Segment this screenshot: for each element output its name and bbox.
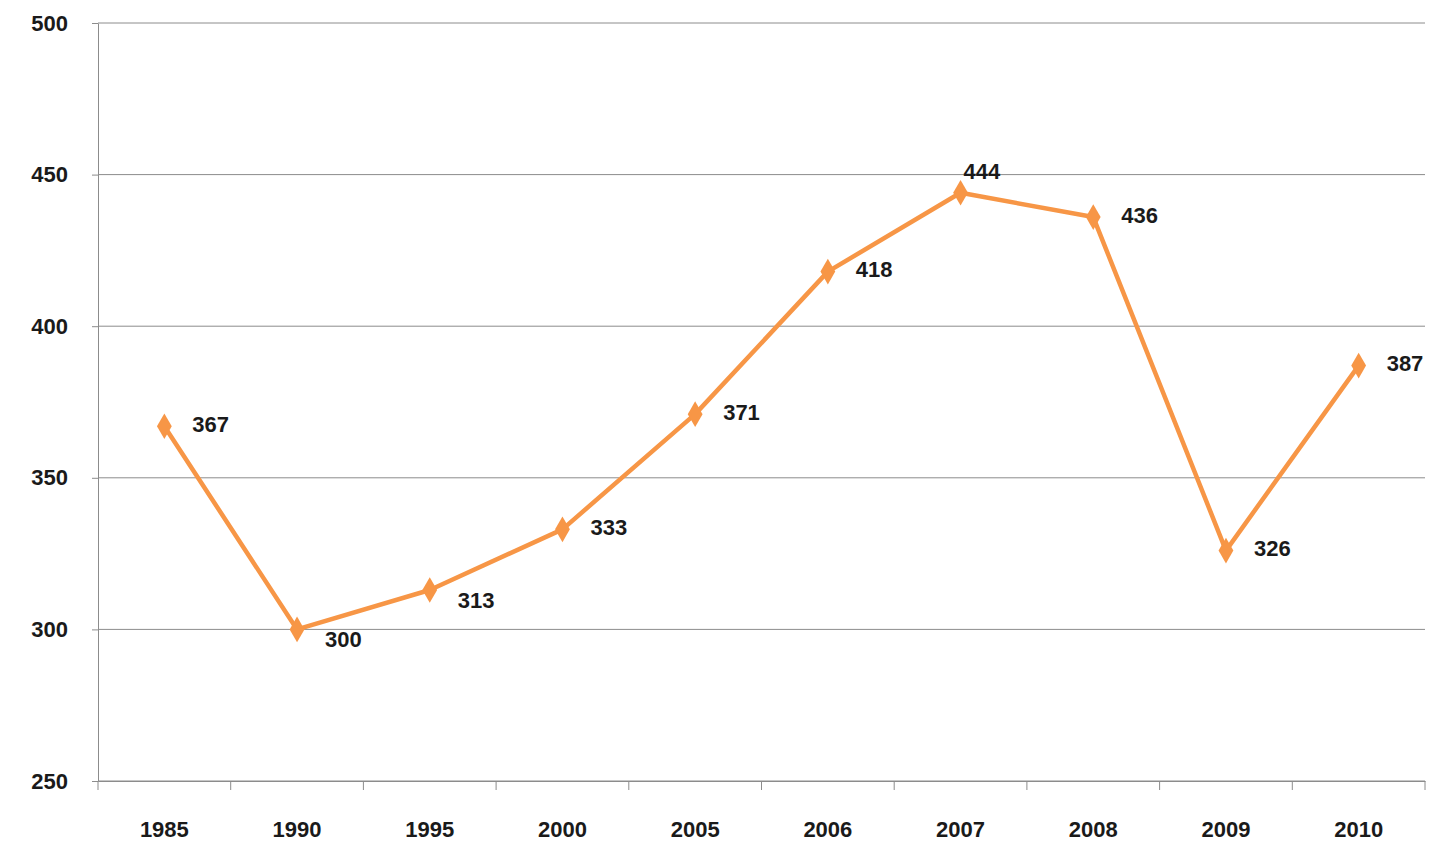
x-tick-label: 1985 [140,817,189,842]
data-label: 371 [723,400,760,425]
x-tick-label: 1995 [405,817,454,842]
category-separator [1425,781,1426,790]
y-tick: 400 [31,314,98,339]
y-tick-mark [92,175,98,176]
y-tick-mark [92,23,98,24]
marker [688,401,703,427]
category-separator [496,781,497,790]
x-axis: 1985 1990 1995 2000 2005 2006 2007 2008 2009 2010 [99,781,1426,842]
y-tick-label: 400 [31,314,68,339]
category-separator [761,781,762,790]
y-tick: 250 [31,769,98,794]
chart: 250 300 350 400 450 500 1985 1990 1995 2000 2005 20… [0,0,1454,867]
category-separators [98,781,1425,790]
grid-line [98,326,1425,327]
x-tick-label: 2000 [538,817,587,842]
y-tick-mark [92,326,98,327]
x-tick: 2005 [671,781,720,842]
y-tick-mark [92,478,98,479]
y-tick-label: 350 [31,465,68,490]
marker [820,259,835,285]
data-label: 387 [1387,351,1424,376]
grid [98,23,1425,781]
x-tick: 2000 [538,781,587,842]
marker [290,617,305,643]
data-label: 367 [192,412,229,437]
x-tick: 2009 [1201,781,1250,842]
y-tick-label: 300 [31,617,68,642]
y-tick-label: 450 [31,162,68,187]
x-tick: 1985 [140,781,189,842]
grid-line [98,174,1425,175]
category-separator [98,781,99,790]
x-tick-label: 2010 [1334,817,1383,842]
category-separator [1159,781,1160,790]
y-tick-mark [92,629,98,630]
marker [1351,353,1366,379]
x-tick: 2006 [803,781,852,842]
category-separator [230,781,231,790]
x-tick: 2010 [1334,781,1383,842]
line [164,193,1358,630]
y-tick: 500 [31,11,98,36]
category-separator [628,781,629,790]
data-label: 333 [590,515,627,540]
x-tick: 2008 [1069,781,1118,842]
x-tick: 1995 [405,781,454,842]
marker [1219,538,1234,564]
y-axis-line [98,24,99,782]
data-label: 436 [1121,203,1158,228]
data-label: 326 [1254,536,1291,561]
x-tick-label: 2007 [936,817,985,842]
category-separator [1292,781,1293,790]
data-label: 300 [325,627,362,652]
y-tick: 350 [31,465,98,490]
data-label: 418 [856,257,893,282]
x-tick-label: 2009 [1201,817,1250,842]
marker [1086,204,1101,230]
x-tick-label: 2006 [803,817,852,842]
x-tick-label: 1990 [273,817,322,842]
x-tick-label: 2005 [671,817,720,842]
marker [422,577,437,603]
y-tick: 300 [31,617,98,642]
x-tick: 1990 [273,781,322,842]
marker [953,180,968,206]
category-separator [363,781,364,790]
category-separator [894,781,895,790]
category-separator [1026,781,1027,790]
y-axis: 250 300 350 400 450 500 [31,11,98,794]
x-tick: 2007 [936,781,985,842]
grid-line [98,23,1425,24]
x-tick-label: 2008 [1069,817,1118,842]
marker [157,413,172,439]
plot-area: 250 300 350 400 450 500 1985 1990 1995 2000 2005 20… [31,11,1425,842]
data-label: 313 [458,588,495,613]
y-tick-label: 500 [31,11,68,36]
data-label: 444 [964,159,1001,184]
marker [555,517,570,543]
y-tick: 450 [31,162,98,187]
y-tick-label: 250 [31,769,68,794]
grid-line [98,477,1425,478]
data-labels: 367 300 313 333 371 418 444 436 326 387 [192,159,1423,653]
series [157,180,1366,642]
y-tick-mark [92,781,98,782]
